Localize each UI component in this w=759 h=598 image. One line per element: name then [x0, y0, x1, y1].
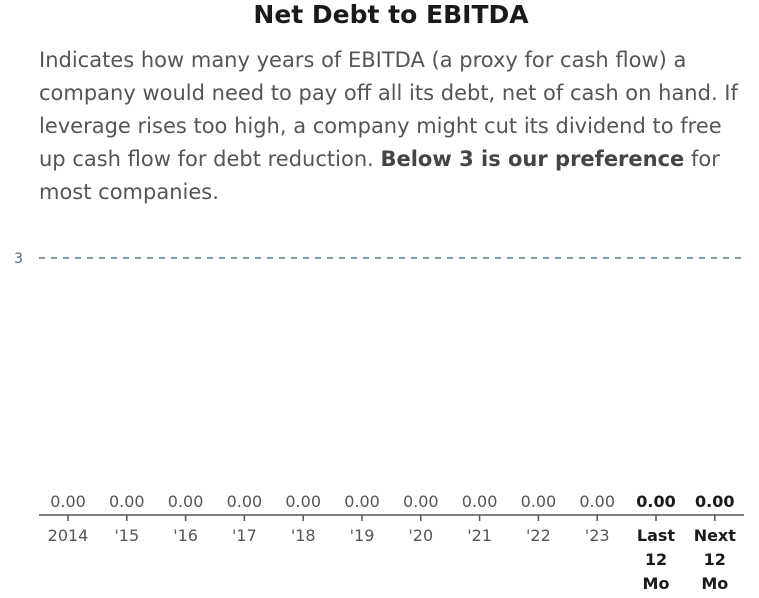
x-tick-label: '21: [467, 526, 492, 545]
x-tick-label: Mo: [701, 574, 728, 593]
description-text-end: for most companies.: [39, 147, 720, 204]
x-tick-label: '16: [173, 526, 198, 545]
data-label: 0.00: [50, 492, 86, 511]
data-label: 0.00: [403, 492, 439, 511]
data-label: 0.00: [344, 492, 380, 511]
x-tick-label: '22: [526, 526, 551, 545]
reference-line-label: 3: [14, 251, 23, 267]
x-tick-label: '20: [408, 526, 433, 545]
data-label: 0.00: [636, 492, 675, 511]
x-tick-label: '15: [114, 526, 139, 545]
x-tick-label: 2014: [48, 526, 89, 545]
data-label: 0.00: [285, 492, 321, 511]
x-tick-label: 12: [645, 550, 667, 569]
data-label: 0.00: [579, 492, 615, 511]
x-tick-label: '18: [291, 526, 316, 545]
x-tick-label: 12: [704, 550, 726, 569]
x-tick-label: Mo: [643, 574, 670, 593]
data-label: 0.00: [521, 492, 557, 511]
x-tick-label: '23: [585, 526, 610, 545]
x-tick-label: '17: [232, 526, 257, 545]
chart-description: Indicates how many years of EBITDA (a pr…: [39, 44, 744, 209]
data-label: 0.00: [695, 492, 734, 511]
data-label: 0.00: [227, 492, 263, 511]
data-label: 0.00: [168, 492, 204, 511]
x-tick-label: Last: [637, 526, 676, 545]
description-emphasis: Below 3 is our preference: [380, 147, 685, 171]
x-tick-label: '19: [350, 526, 375, 545]
description-text: Indicates how many years of EBITDA (a pr…: [39, 48, 738, 171]
x-tick-label: Next: [694, 526, 737, 545]
chart-title: Net Debt to EBITDA: [253, 0, 529, 29]
data-label: 0.00: [109, 492, 145, 511]
data-label: 0.00: [462, 492, 498, 511]
